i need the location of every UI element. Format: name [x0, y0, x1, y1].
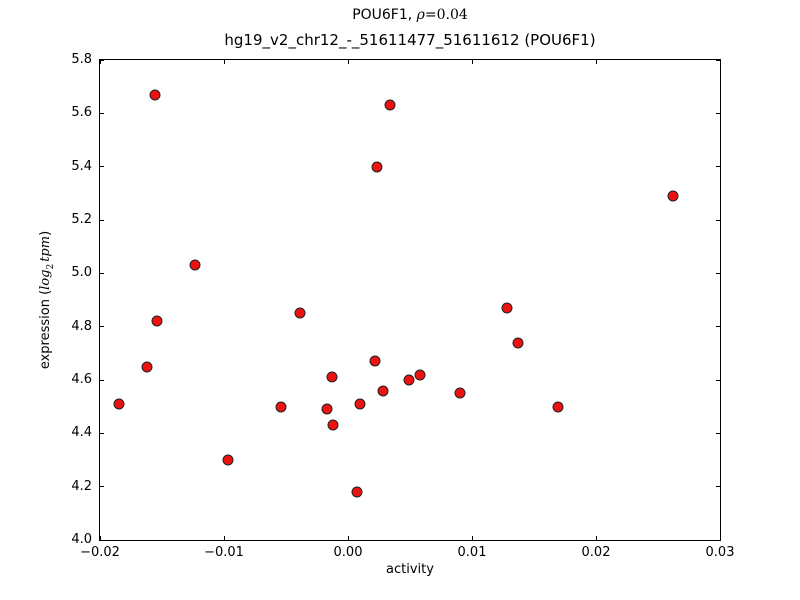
y-tick-label: 5.6: [71, 105, 92, 121]
y-tick-mark: [716, 432, 720, 434]
data-point: [113, 398, 125, 410]
x-tick-mark: [223, 60, 225, 64]
y-tick-mark: [716, 166, 720, 168]
data-point: [149, 89, 161, 101]
y-tick-mark: [716, 272, 720, 274]
title-rho-value: =0.04: [424, 7, 468, 23]
data-point: [512, 337, 524, 349]
x-tick-label: 0.03: [705, 545, 735, 560]
x-tick-mark: [719, 536, 721, 540]
y-tick-mark: [716, 379, 720, 381]
y-tick-mark: [100, 432, 104, 434]
x-tick-label: −0.01: [204, 545, 244, 560]
y-tick-mark: [100, 219, 104, 221]
x-tick-mark: [595, 536, 597, 540]
x-tick-mark: [471, 60, 473, 64]
data-point: [321, 403, 333, 415]
chart-title: POU6F1, ρ=0.04 hg19_v2_chr12_-_51611477_…: [100, 3, 720, 53]
data-point: [403, 374, 415, 386]
data-point: [351, 486, 363, 498]
y-tick-mark: [716, 219, 720, 221]
y-tick-mark: [100, 59, 104, 61]
data-point: [454, 387, 466, 399]
data-point: [141, 361, 153, 373]
x-tick-mark: [719, 60, 721, 64]
data-point: [414, 369, 426, 381]
y-tick-label: 4.6: [71, 372, 92, 387]
data-point: [294, 307, 306, 319]
y-tick-mark: [100, 486, 104, 488]
data-point: [354, 398, 366, 410]
x-tick-mark: [595, 60, 597, 64]
data-point: [377, 385, 389, 397]
y-tick-mark: [100, 379, 104, 381]
data-point: [222, 454, 234, 466]
y-tick-mark: [100, 272, 104, 274]
title-rho-symbol: ρ: [416, 7, 425, 23]
y-tick-label: 4.4: [71, 425, 92, 441]
x-tick-label: 0.00: [333, 545, 363, 560]
y-tick-mark: [716, 539, 720, 541]
y-tick-label: 4.2: [71, 478, 92, 494]
y-tick-label: 5.8: [71, 52, 92, 67]
data-point: [275, 401, 287, 413]
chart-title-line2: hg19_v2_chr12_-_51611477_51611612 (POU6F…: [224, 31, 596, 49]
y-axis-label: expression (log2tpm): [38, 231, 56, 369]
data-point: [369, 355, 381, 367]
y-tick-label: 5.4: [71, 158, 92, 174]
x-tick-mark: [471, 536, 473, 540]
y-tick-mark: [100, 166, 104, 168]
data-point: [371, 161, 383, 173]
x-tick-mark: [99, 536, 101, 540]
y-tick-label: 4.8: [71, 318, 92, 334]
x-tick-mark: [347, 536, 349, 540]
plot-area: [99, 59, 721, 541]
data-point: [326, 371, 338, 383]
y-tick-mark: [100, 112, 104, 114]
x-tick-label: −0.02: [80, 545, 120, 560]
x-tick-mark: [223, 536, 225, 540]
y-tick-mark: [716, 326, 720, 328]
y-tick-label: 4.0: [71, 532, 92, 547]
data-point: [327, 419, 339, 431]
y-tick-label: 5.2: [71, 212, 92, 227]
x-axis-label: activity: [386, 562, 434, 577]
x-tick-label: 0.01: [457, 545, 487, 560]
data-point: [384, 99, 396, 111]
y-tick-mark: [716, 486, 720, 488]
chart-title-line1: POU6F1, ρ=0.04: [100, 3, 720, 28]
data-point: [501, 302, 513, 314]
y-tick-mark: [100, 539, 104, 541]
y-tick-mark: [100, 326, 104, 328]
data-point: [151, 315, 163, 327]
title-gene-text: POU6F1,: [352, 7, 417, 23]
y-tick-label: 5.0: [71, 265, 92, 281]
data-point: [552, 401, 564, 413]
data-point: [667, 190, 679, 202]
y-axis-label-suffix: ): [38, 230, 54, 236]
x-tick-mark: [99, 60, 101, 64]
data-point: [189, 259, 201, 271]
y-tick-mark: [716, 59, 720, 61]
x-tick-mark: [347, 60, 349, 64]
x-tick-label: 0.02: [581, 545, 611, 560]
y-tick-mark: [716, 112, 720, 114]
